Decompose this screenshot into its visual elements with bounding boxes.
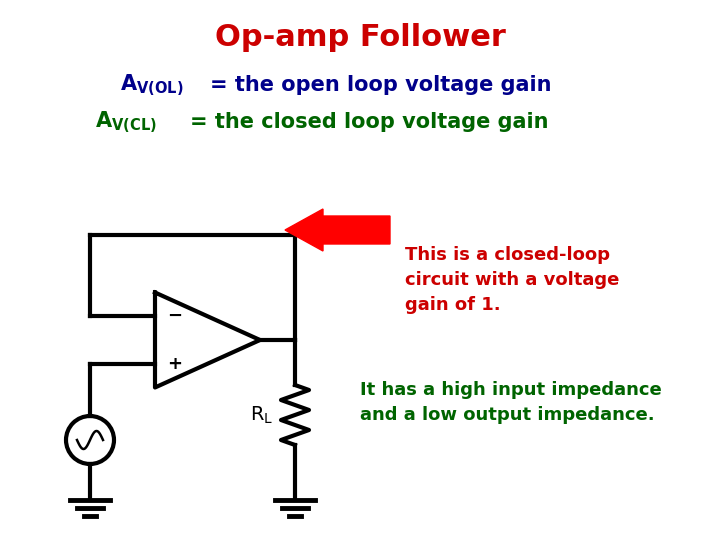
FancyArrow shape (285, 209, 390, 251)
Text: = the closed loop voltage gain: = the closed loop voltage gain (190, 112, 549, 132)
Text: It has a high input impedance: It has a high input impedance (360, 381, 662, 399)
Text: $\mathbf{A_{V(OL)}}$: $\mathbf{A_{V(OL)}}$ (120, 72, 184, 98)
Text: $\mathbf{A_{V(CL)}}$: $\mathbf{A_{V(CL)}}$ (95, 109, 157, 135)
Text: Op-amp Follower: Op-amp Follower (215, 24, 505, 52)
Text: $\mathrm{R_L}$: $\mathrm{R_L}$ (250, 404, 273, 426)
Text: −: − (168, 307, 183, 325)
Text: +: + (168, 355, 182, 373)
Text: and a low output impedance.: and a low output impedance. (360, 406, 654, 424)
Text: = the open loop voltage gain: = the open loop voltage gain (210, 75, 552, 95)
Text: gain of 1.: gain of 1. (405, 296, 500, 314)
Text: circuit with a voltage: circuit with a voltage (405, 271, 619, 289)
Text: This is a closed-loop: This is a closed-loop (405, 246, 610, 264)
